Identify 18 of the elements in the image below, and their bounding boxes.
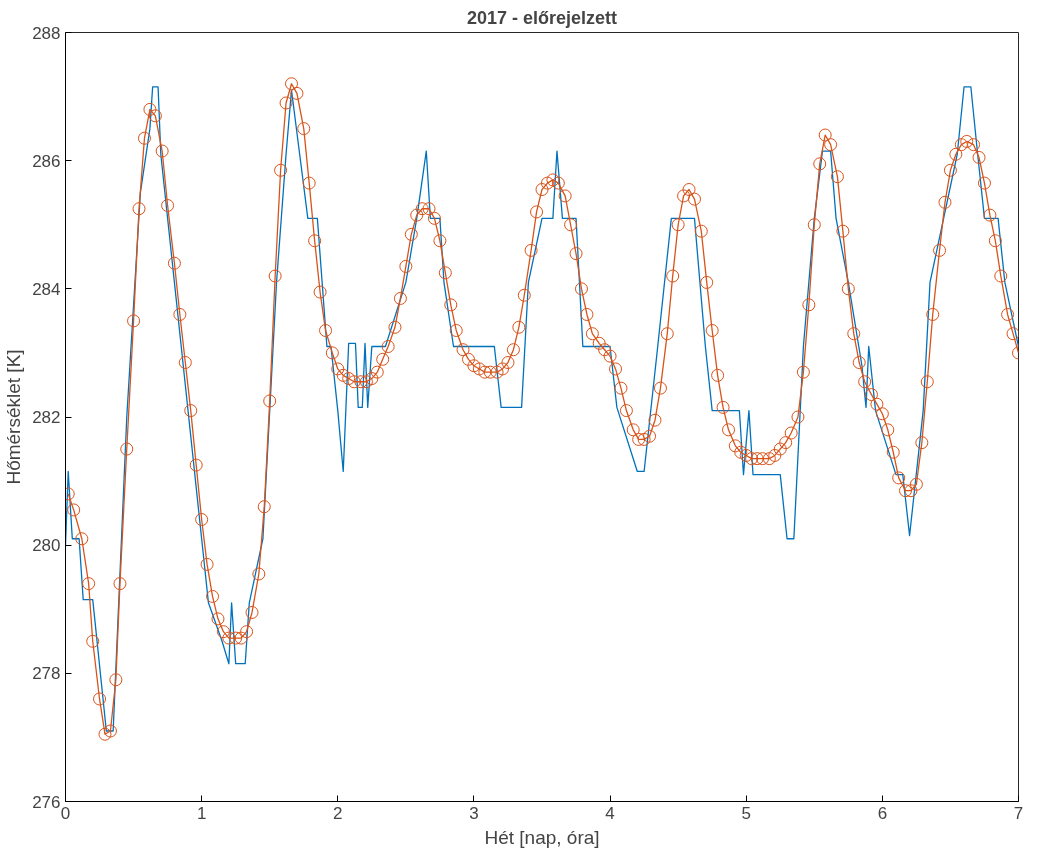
y-tick-label: 288: [32, 23, 61, 43]
x-tick-label: 7: [1013, 803, 1024, 823]
y-tick-label: 282: [32, 408, 61, 427]
chart-title: 2017 - előrejelzett: [466, 7, 618, 28]
x-tick-label: 3: [469, 803, 479, 823]
x-tick-label: 2: [333, 803, 343, 823]
y-tick-label: 284: [32, 279, 61, 299]
y-tick-label: 280: [32, 536, 61, 556]
y-tick-label: 286: [32, 151, 61, 171]
y-tick-label: 276: [32, 792, 61, 812]
x-tick-label: 1: [196, 803, 207, 823]
x-tick-label: 4: [605, 803, 615, 823]
x-tick-label: 0: [60, 803, 71, 823]
x-tick-label: 6: [877, 803, 888, 823]
y-axis-title: Hőmérséklet [K]: [3, 349, 25, 485]
x-axis-title: Hét [nap, óra]: [484, 826, 600, 848]
x-tick-label: 5: [741, 803, 751, 823]
y-tick-label: 278: [32, 664, 61, 684]
